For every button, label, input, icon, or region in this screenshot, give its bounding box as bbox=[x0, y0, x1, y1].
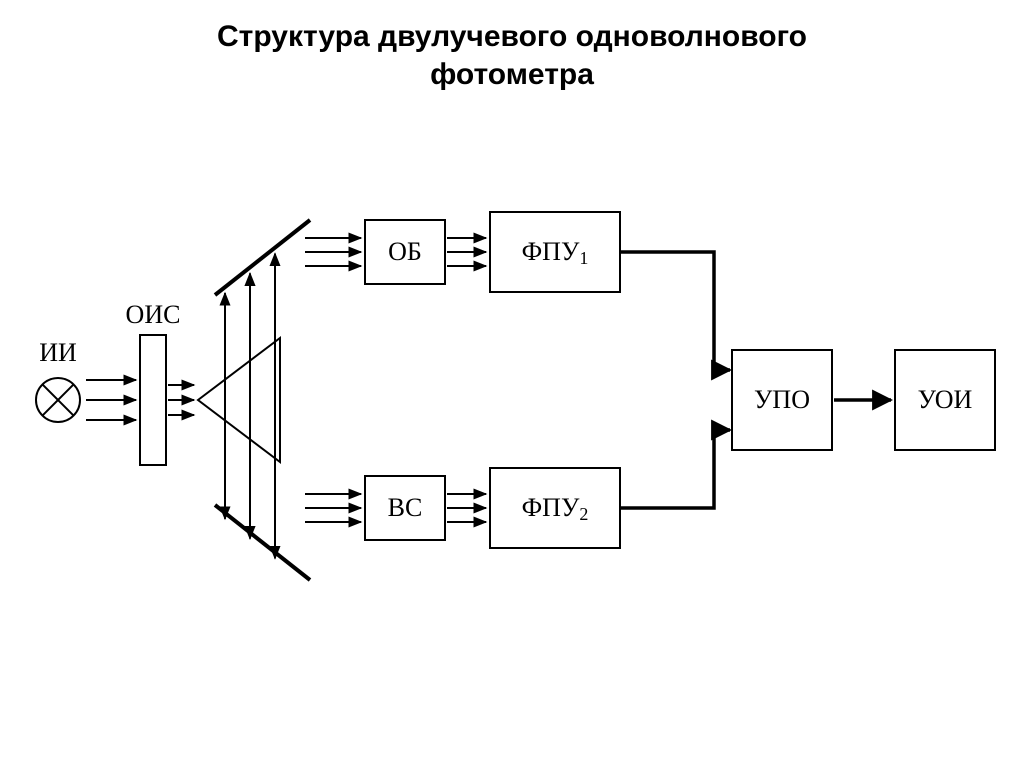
ois-label: ОИС bbox=[126, 300, 181, 329]
uoi-label: УОИ bbox=[918, 385, 973, 414]
block-diagram: ИИ ОИС ОБ ВС ФПУ1 ФПУ2 УПО УОИ bbox=[0, 0, 1024, 767]
mirror-bottom bbox=[215, 505, 310, 580]
fpu2-label: ФПУ2 bbox=[522, 493, 589, 524]
upo-label: УПО bbox=[754, 385, 810, 414]
fpu1-label: ФПУ1 bbox=[522, 237, 589, 268]
ois-box bbox=[140, 335, 166, 465]
title-line1: Структура двулучевого одноволнового bbox=[217, 20, 807, 53]
signal-fpu2-upo bbox=[620, 430, 730, 508]
page-title: Структура двулучевого одноволнового фото… bbox=[0, 18, 1024, 93]
vs-label: ВС bbox=[388, 493, 423, 522]
signal-fpu1-upo bbox=[620, 252, 730, 370]
mirror-top bbox=[215, 220, 310, 295]
prism bbox=[198, 338, 280, 462]
ob-label: ОБ bbox=[388, 237, 422, 266]
ii-label: ИИ bbox=[39, 338, 77, 367]
title-line2: фотометра bbox=[430, 58, 594, 91]
